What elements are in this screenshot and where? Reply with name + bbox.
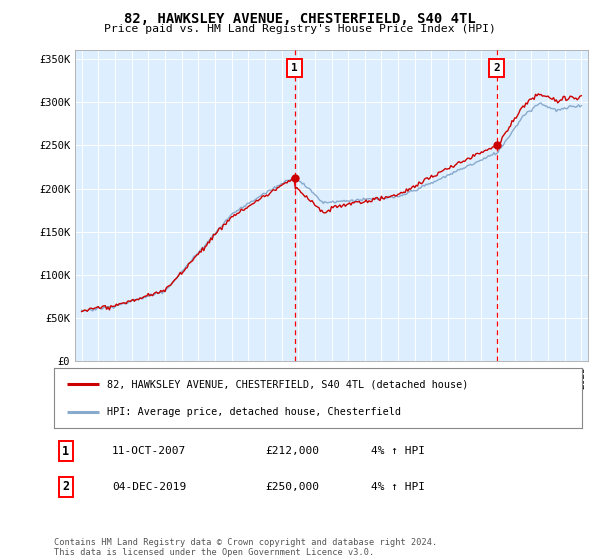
Text: 1: 1	[62, 445, 69, 458]
Text: £212,000: £212,000	[265, 446, 319, 456]
Text: HPI: Average price, detached house, Chesterfield: HPI: Average price, detached house, Ches…	[107, 407, 401, 417]
Text: 4% ↑ HPI: 4% ↑ HPI	[371, 482, 425, 492]
Text: 4% ↑ HPI: 4% ↑ HPI	[371, 446, 425, 456]
Text: Price paid vs. HM Land Registry's House Price Index (HPI): Price paid vs. HM Land Registry's House …	[104, 24, 496, 34]
Text: 2: 2	[62, 480, 69, 493]
Text: Contains HM Land Registry data © Crown copyright and database right 2024.
This d: Contains HM Land Registry data © Crown c…	[54, 538, 437, 557]
Text: 1: 1	[291, 63, 298, 73]
Text: £250,000: £250,000	[265, 482, 319, 492]
Text: 82, HAWKSLEY AVENUE, CHESTERFIELD, S40 4TL (detached house): 82, HAWKSLEY AVENUE, CHESTERFIELD, S40 4…	[107, 379, 468, 389]
Text: 04-DEC-2019: 04-DEC-2019	[112, 482, 187, 492]
Text: 82, HAWKSLEY AVENUE, CHESTERFIELD, S40 4TL: 82, HAWKSLEY AVENUE, CHESTERFIELD, S40 4…	[124, 12, 476, 26]
Text: 11-OCT-2007: 11-OCT-2007	[112, 446, 187, 456]
Text: 2: 2	[493, 63, 500, 73]
